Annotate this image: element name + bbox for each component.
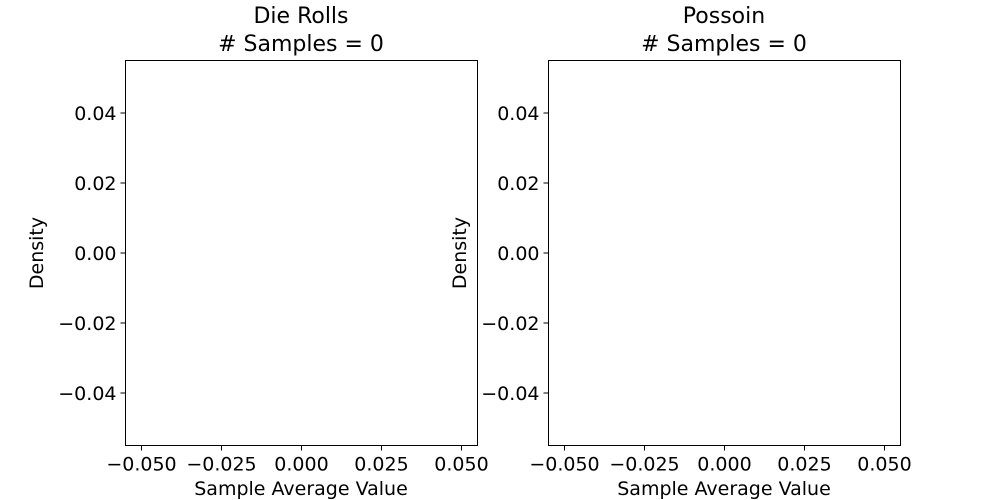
chart-subtitle: # Samples = 0	[641, 32, 807, 57]
plot-frame	[548, 60, 901, 446]
y-tick-label: −0.02	[58, 313, 116, 335]
x-tick-label: 0.000	[274, 454, 328, 476]
y-tick-label: 0.02	[74, 173, 116, 195]
chart-title: Die Rolls	[253, 4, 348, 29]
x-tick-label: 0.025	[354, 454, 408, 476]
plot-frame	[125, 60, 478, 446]
y-axis-label: Density	[26, 217, 48, 289]
y-tick-label: −0.04	[481, 383, 539, 405]
y-tick-label: −0.02	[481, 313, 539, 335]
x-tick-label: −0.050	[106, 454, 176, 476]
x-tick-label: 0.000	[697, 454, 751, 476]
x-axis-label: Sample Average Value	[617, 478, 831, 500]
subplot-possoin: Possoin # Samples = 0 Sample Average Val…	[449, 4, 912, 500]
y-tick-label: 0.04	[74, 103, 116, 125]
x-tick-label: 0.025	[777, 454, 831, 476]
x-tick-label: −0.025	[609, 454, 679, 476]
subplot-die-rolls: Die Rolls # Samples = 0 Sample Average V…	[26, 4, 489, 500]
chart-subtitle: # Samples = 0	[218, 32, 384, 57]
tick-group: −0.050 −0.025 0.000 0.025 0.050 0.04 0.02 0.00 −…	[481, 103, 911, 476]
x-tick-label: −0.050	[529, 454, 599, 476]
y-axis-label: Density	[449, 217, 471, 289]
x-tick-label: 0.050	[434, 454, 488, 476]
y-tick-label: 0.00	[74, 243, 116, 265]
y-tick-label: 0.04	[497, 103, 539, 125]
tick-group: −0.050 −0.025 0.000 0.025 0.050 0.04 0.02 0.00 −…	[58, 103, 488, 476]
x-axis-label: Sample Average Value	[194, 478, 408, 500]
y-tick-label: 0.00	[497, 243, 539, 265]
x-tick-label: −0.025	[186, 454, 256, 476]
x-tick-label: 0.050	[857, 454, 911, 476]
chart-title: Possoin	[683, 4, 765, 29]
y-tick-label: −0.04	[58, 383, 116, 405]
y-tick-label: 0.02	[497, 173, 539, 195]
